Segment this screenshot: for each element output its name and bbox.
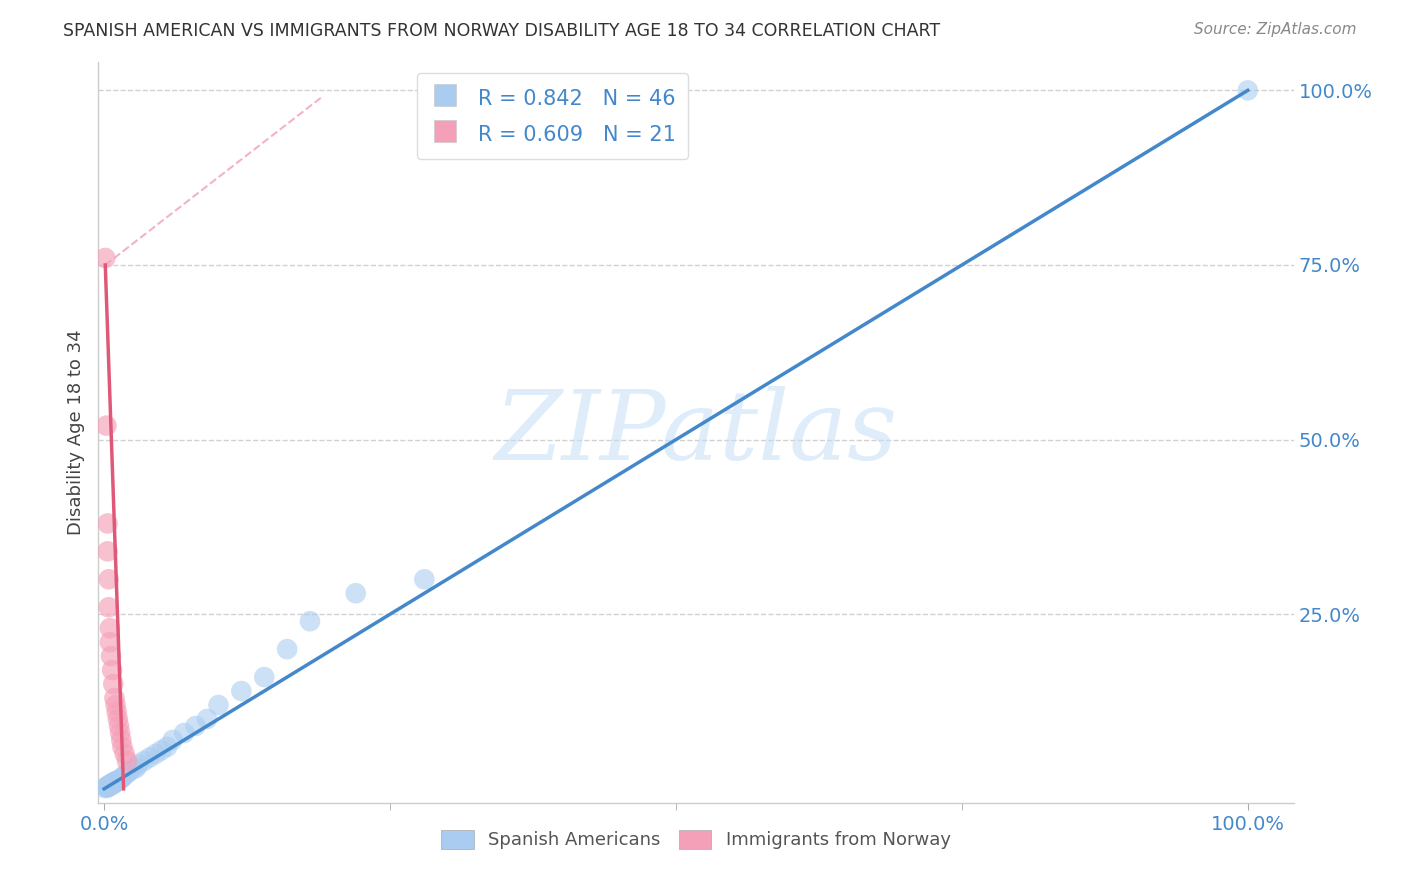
Point xyxy=(104,774,127,789)
Point xyxy=(97,778,120,792)
Point xyxy=(115,766,138,780)
Point xyxy=(100,778,122,792)
Point xyxy=(103,775,125,789)
Point xyxy=(97,600,120,615)
Point xyxy=(298,614,321,628)
Point xyxy=(94,251,117,265)
Point xyxy=(125,761,148,775)
Point xyxy=(97,516,120,531)
Legend: Spanish Americans, Immigrants from Norway: Spanish Americans, Immigrants from Norwa… xyxy=(434,823,957,856)
Point xyxy=(103,691,125,706)
Point xyxy=(103,776,125,790)
Point xyxy=(96,780,118,794)
Point xyxy=(100,649,122,664)
Point xyxy=(276,642,298,657)
Point xyxy=(150,743,173,757)
Point xyxy=(231,684,253,698)
Point xyxy=(104,775,127,789)
Point xyxy=(97,780,120,794)
Point xyxy=(156,739,179,754)
Point xyxy=(114,747,136,761)
Point xyxy=(115,754,138,768)
Point xyxy=(118,764,141,779)
Point xyxy=(344,586,367,600)
Point xyxy=(108,726,131,740)
Point xyxy=(94,781,117,796)
Point xyxy=(98,778,121,792)
Point xyxy=(134,754,156,768)
Point xyxy=(101,778,124,792)
Y-axis label: Disability Age 18 to 34: Disability Age 18 to 34 xyxy=(66,330,84,535)
Point xyxy=(96,418,118,433)
Point xyxy=(145,747,167,761)
Text: Source: ZipAtlas.com: Source: ZipAtlas.com xyxy=(1194,22,1357,37)
Point xyxy=(413,572,436,586)
Point xyxy=(96,780,118,795)
Point xyxy=(114,768,136,782)
Point xyxy=(184,719,207,733)
Point xyxy=(103,775,125,789)
Point xyxy=(100,777,122,791)
Point xyxy=(98,779,121,793)
Point xyxy=(107,773,129,788)
Point xyxy=(104,698,127,712)
Point xyxy=(97,544,120,558)
Point xyxy=(110,733,132,747)
Point xyxy=(253,670,276,684)
Point xyxy=(1236,83,1258,97)
Point xyxy=(105,705,128,719)
Text: SPANISH AMERICAN VS IMMIGRANTS FROM NORWAY DISABILITY AGE 18 TO 34 CORRELATION C: SPANISH AMERICAN VS IMMIGRANTS FROM NORW… xyxy=(63,22,941,40)
Point xyxy=(107,712,129,726)
Point xyxy=(103,677,125,691)
Point xyxy=(207,698,229,712)
Point xyxy=(108,772,131,787)
Point xyxy=(97,780,120,795)
Point xyxy=(101,663,124,677)
Point xyxy=(97,572,120,586)
Point xyxy=(98,635,121,649)
Point xyxy=(103,777,125,791)
Point xyxy=(108,719,131,733)
Point xyxy=(111,771,134,785)
Point xyxy=(110,772,132,786)
Point xyxy=(98,621,121,635)
Point xyxy=(162,733,184,747)
Point xyxy=(127,757,149,772)
Text: ZIPatlas: ZIPatlas xyxy=(495,385,897,480)
Point xyxy=(101,776,124,790)
Point xyxy=(195,712,218,726)
Point xyxy=(139,750,162,764)
Point xyxy=(121,762,143,776)
Point xyxy=(111,739,134,754)
Point xyxy=(173,726,195,740)
Point xyxy=(97,779,120,793)
